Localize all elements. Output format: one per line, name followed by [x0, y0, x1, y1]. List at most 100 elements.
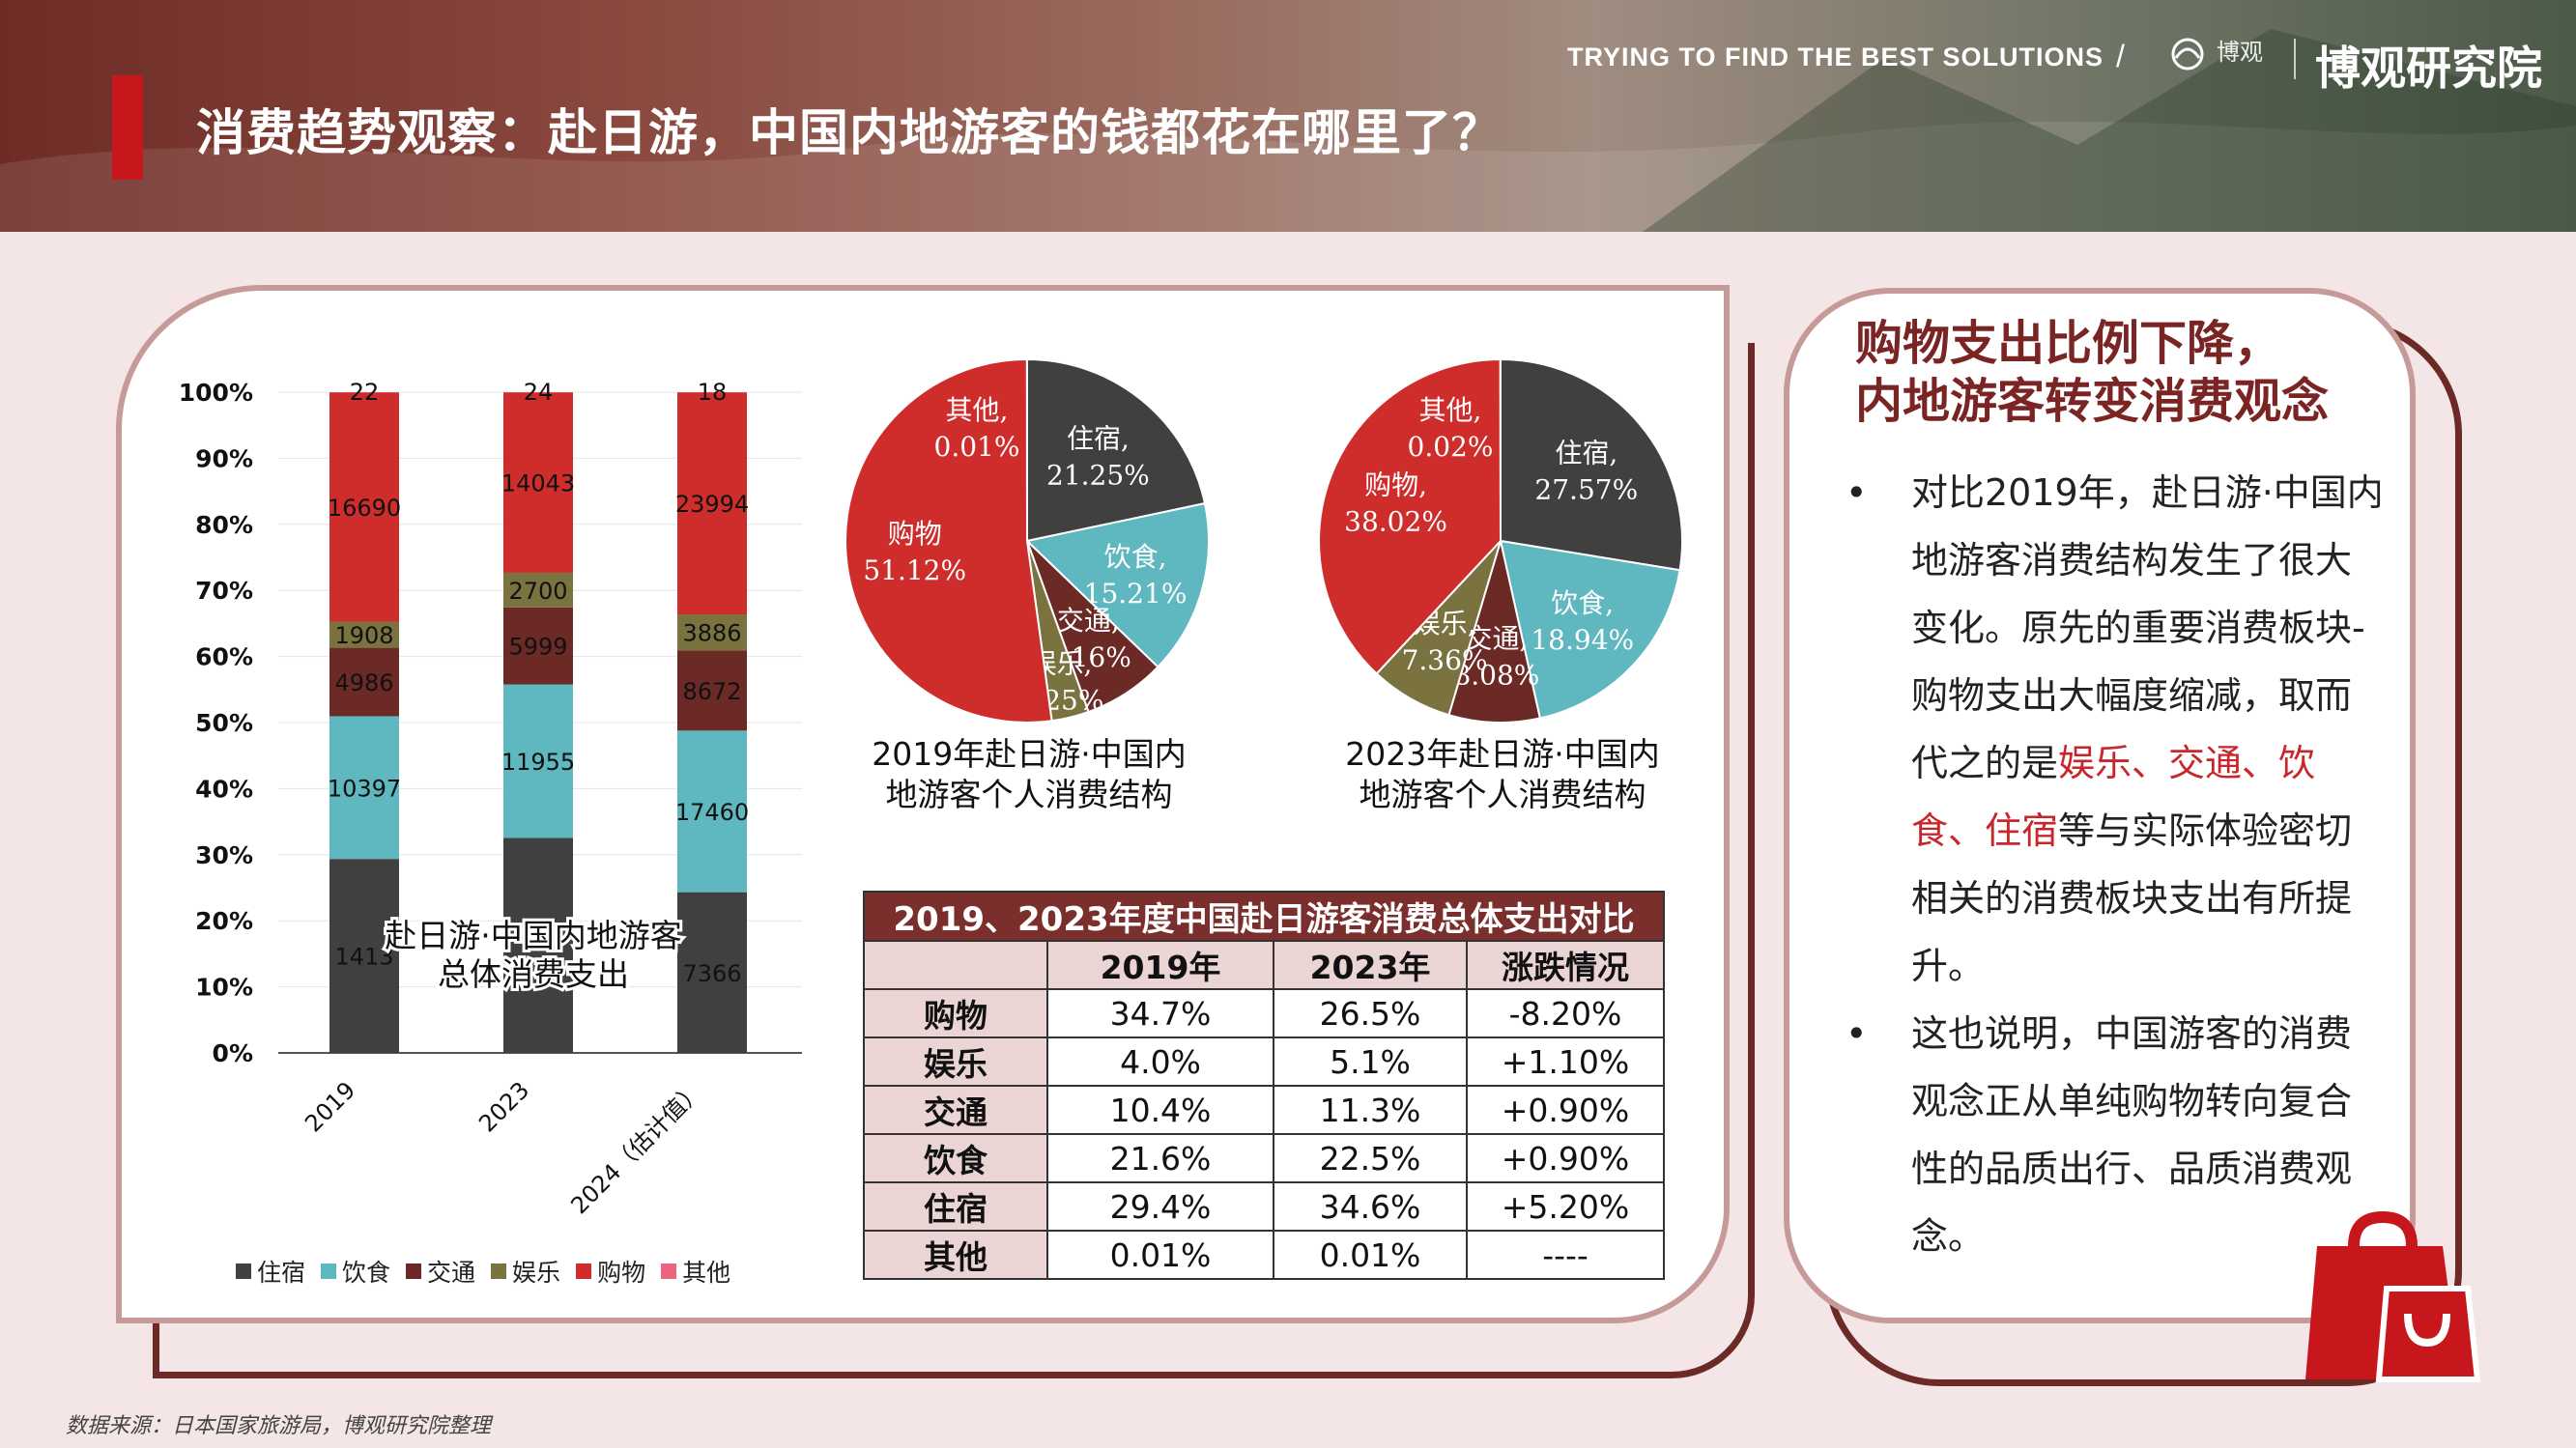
pie-label: 51.12% [863, 554, 966, 586]
bar-segment [677, 892, 747, 1053]
bar-chart-legend: 住宿 饮食 交通 娱乐 购物 其他 [236, 1254, 730, 1289]
pie-label: 住宿, [1555, 438, 1617, 469]
header-banner: 消费趋势观察：赴日游，中国内地游客的钱都花在哪里了？ TRYING TO FIN… [0, 0, 2576, 232]
pie-label: 饮食, [1551, 587, 1614, 619]
bar-data-label: 8672 [682, 678, 741, 705]
pie-slice [1447, 537, 1542, 724]
table-cell: +0.90% [1465, 1085, 1666, 1135]
bar-data-label: 16690 [328, 495, 401, 522]
table-cell: 34.6% [1273, 1181, 1468, 1232]
table-header-cell [863, 940, 1048, 990]
y-tick-label: 0% [213, 1039, 253, 1067]
table-cell: 11.3% [1273, 1085, 1468, 1135]
table-cell: ---- [1465, 1230, 1666, 1280]
pie-slice [1026, 357, 1207, 543]
bullet-item: • 这也说明，中国游客的消费观念正从单纯购物转向复合性的品质出行、品质消费观念。 [1846, 1000, 2387, 1270]
y-tick-label: 80% [195, 511, 253, 539]
chart-annotation: 赴日游·中国内地游客 [385, 917, 682, 954]
table-cell: 5.1% [1273, 1036, 1468, 1087]
slogan: TRYING TO FIND THE BEST SOLUTIONS [1567, 43, 2104, 71]
page-title: 消费趋势观察：赴日游，中国内地游客的钱都花在哪里了？ [196, 105, 1503, 162]
bar-data-label: 10397 [328, 775, 401, 802]
legend-swatch [661, 1263, 677, 1279]
y-tick-label: 30% [195, 841, 253, 869]
bar-segment [329, 621, 399, 648]
bar-data-label: 2700 [508, 578, 567, 605]
legend-swatch [406, 1263, 422, 1279]
pie-label: 饮食, [1104, 541, 1167, 573]
title-accent-bar [112, 75, 143, 180]
pie-label: 0.02% [1408, 431, 1494, 463]
bullet-text: 对比2019年，赴日游·中国内地游客消费结构发生了很大变化。原先的重要消费板块-… [1911, 471, 2384, 784]
pie-2019-caption-line2: 地游客个人消费结构 [885, 776, 1173, 813]
legend-swatch [576, 1263, 592, 1279]
legend-item: 其他 [661, 1254, 730, 1289]
y-tick-label: 60% [195, 643, 253, 671]
table-cell: 22.5% [1273, 1133, 1468, 1183]
pie-chart-2023: 住宿,27.57%饮食,18.94%交通,8.08%娱乐,7.36%购物,38.… [1318, 357, 1683, 724]
pie-2019-caption: 2019年赴日游·中国内 地游客个人消费结构 [807, 734, 1251, 815]
bar-segment [677, 730, 747, 893]
bar-segment [329, 859, 399, 1053]
chart-annotation: 总体消费支出 [438, 955, 629, 993]
pie-label: 购物 [888, 518, 942, 550]
table-cell: 10.4% [1046, 1085, 1274, 1135]
pie-slice [1024, 501, 1210, 668]
pie-2023-caption-line1: 2023年赴日游·中国内 [1345, 735, 1660, 773]
bar-data-label: 11955 [501, 749, 575, 776]
pie-label: 0.01% [934, 431, 1020, 463]
bar-data-label: 18 [698, 379, 728, 406]
pie-slice [1318, 357, 1503, 675]
pie-label: 38.02% [1344, 505, 1447, 537]
legend-label: 饮食 [342, 1259, 391, 1287]
table-header-row: 2019年 2023年 涨跌情况 [863, 940, 1666, 990]
bar-segment [503, 392, 573, 393]
bullet-dot: • [1846, 471, 1868, 514]
pie-label: 购物, [1364, 468, 1427, 500]
table-cell: -8.20% [1465, 988, 1666, 1038]
y-tick-label: 20% [195, 907, 253, 935]
pie-label: 21.25% [1046, 459, 1150, 491]
bar-data-label: 3886 [682, 620, 741, 647]
bar-segment [677, 392, 747, 393]
bar-segment [677, 650, 747, 731]
stacked-bar-chart: 0% 10% 20% 30% 40% 50% 60% 70% 80% 90% 100% 1413 103… [179, 379, 802, 1219]
side-heading: 购物支出比例下降， 内地游客转变消费观念 [1855, 315, 2377, 431]
pie-label: 其他, [1419, 394, 1482, 426]
table-row: 娱乐 4.0% 5.1% +1.10% [863, 1036, 1666, 1087]
table-cell: +5.20% [1465, 1181, 1666, 1232]
bar-data-label: 17460 [675, 799, 749, 826]
bullet-highlight: 娱乐、交通、饮食、住宿 [1911, 742, 2316, 852]
x-tick-label: 2023 [473, 1076, 534, 1137]
pie-label: 27.57% [1534, 474, 1638, 506]
pie-label: 18.94% [1531, 624, 1634, 656]
legend-item: 购物 [576, 1254, 645, 1289]
bar-data-label: 1908 [334, 622, 393, 649]
table-row: 饮食 21.6% 22.5% +0.90% [863, 1133, 1666, 1183]
table-header-cell: 2019年 [1046, 940, 1274, 990]
table-row-head: 娱乐 [863, 1036, 1048, 1087]
bar-data-label: 23994 [675, 491, 749, 518]
bar-segment [503, 838, 573, 1053]
table-row-head: 饮食 [863, 1133, 1048, 1183]
legend-label: 交通 [427, 1259, 476, 1287]
pie-label: 7.36% [1402, 644, 1488, 676]
table-row-head: 住宿 [863, 1181, 1048, 1232]
table-cell: 4.0% [1046, 1036, 1274, 1087]
shopping-bag-icon [2305, 1210, 2481, 1382]
pie-slice [844, 357, 1053, 724]
mountain-mist-background [0, 29, 2576, 232]
bullet-text: 等与实际体验密切相关的消费板块支出有所提升。 [1911, 809, 2353, 987]
side-heading-line1: 购物支出比例下降， [1855, 316, 2282, 371]
y-tick-label: 40% [195, 775, 253, 803]
table-row-head: 购物 [863, 988, 1048, 1038]
bar-data-label: 5999 [508, 634, 567, 661]
table-cell: 34.7% [1046, 988, 1274, 1038]
x-tick-label: 2024（估计值） [565, 1076, 708, 1219]
bar-segment [677, 614, 747, 651]
legend-label: 娱乐 [512, 1259, 561, 1287]
bar-segment [503, 572, 573, 608]
bar-segment [503, 607, 573, 685]
x-tick-label: 2019 [300, 1076, 360, 1137]
legend-item: 娱乐 [491, 1254, 560, 1289]
